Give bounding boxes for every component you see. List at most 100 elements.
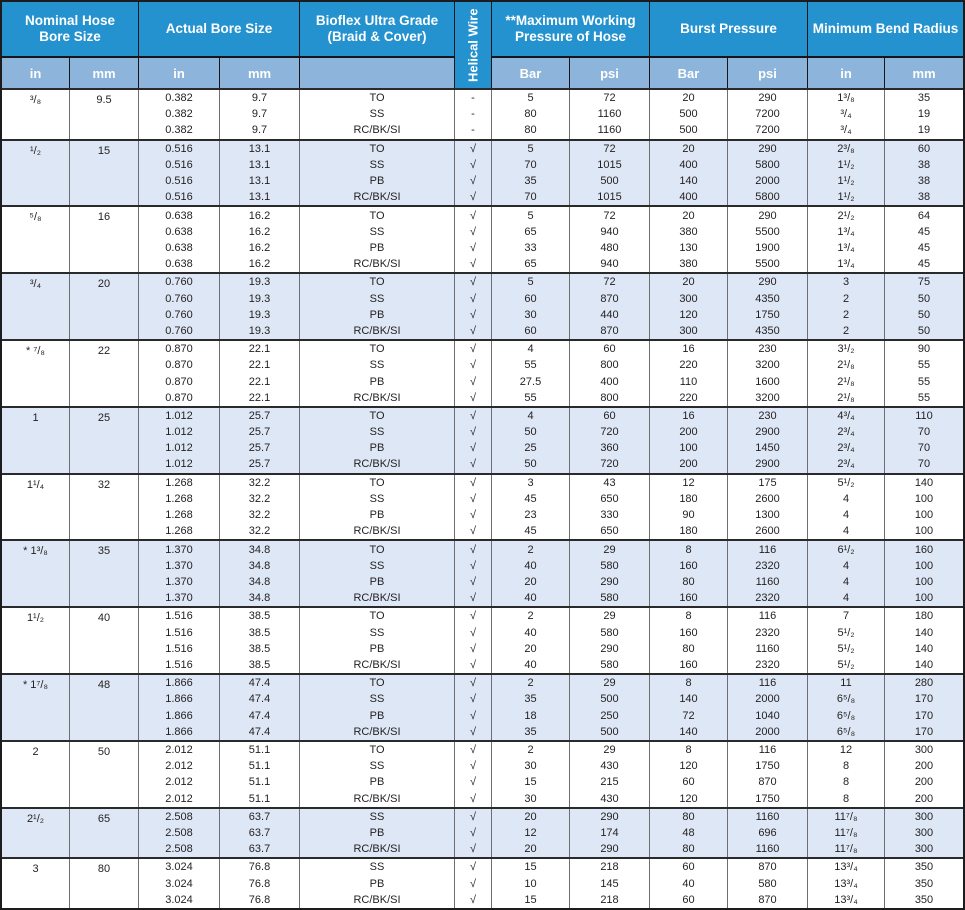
cell-value: 800 xyxy=(600,391,619,404)
cell-value: 1.370 xyxy=(165,559,193,572)
cell-value: √ xyxy=(469,142,477,155)
cell-value: 2¹/₈ xyxy=(837,375,855,388)
cell-min-bend-radius-in: 2¹/₂ 1³/₄ 1³/₄ 1³/₄ xyxy=(808,207,885,273)
cell-value: 40 xyxy=(682,877,695,890)
cell-max-working-pressure-bar: 2 30 15 30 xyxy=(492,741,570,807)
cell-value: 1015 xyxy=(597,191,622,204)
table-row-group: 3 80 3.024 3.024 3.024 76.8 76.8 76.8 SS PB RC/BK/… xyxy=(2,857,963,908)
cell-value: 30 xyxy=(524,308,537,321)
cell-nominal-bore-mm: 16 xyxy=(70,207,139,273)
cell-actual-bore-mm: 16.2 16.2 16.2 16.2 xyxy=(220,207,300,273)
cell-nominal-bore-in: 2 xyxy=(2,741,70,807)
cell-value: 29 xyxy=(603,744,616,757)
subheader-mwp-psi: psi xyxy=(570,56,650,88)
cell-nominal-bore-mm: 25 xyxy=(70,407,139,473)
cell-value: 1¹/₂ xyxy=(837,191,855,204)
cell-value: RC/BK/SI xyxy=(353,258,401,271)
cell-value: 290 xyxy=(600,843,619,856)
cell-bioflex-grade: TO SS PB RC/BK/SI xyxy=(300,608,455,674)
cell-value: 60 xyxy=(524,324,537,337)
cell-value: 40 xyxy=(524,592,537,605)
cell-value: 380 xyxy=(679,258,698,271)
cell-value: 63.7 xyxy=(248,810,271,823)
cell-value: 800 xyxy=(600,359,619,372)
cell-value: √ xyxy=(469,760,477,773)
cell-value: RC/BK/SI xyxy=(353,324,401,337)
cell-value: 4 xyxy=(842,525,850,538)
cell-burst-pressure-bar: 80 48 80 xyxy=(650,808,728,858)
cell-value: 0.382 xyxy=(165,92,193,105)
cell-value: 1160 xyxy=(597,124,622,137)
cell-value: 580 xyxy=(758,877,777,890)
cell-value: 940 xyxy=(600,258,619,271)
cell-value: 20 xyxy=(682,276,695,289)
cell-value: PB xyxy=(369,776,385,789)
cell-value: √ xyxy=(469,292,477,305)
cell-value: 76.8 xyxy=(248,861,271,874)
cell-value: 0.760 xyxy=(165,308,193,321)
cell-value: 140 xyxy=(914,642,934,655)
cell-value: 63.7 xyxy=(248,827,271,840)
cell-value: TO xyxy=(369,744,385,757)
cell-actual-bore-mm: 9.7 9.7 9.7 xyxy=(220,90,300,139)
cell-helical-wire: √ √ √ √ xyxy=(455,541,492,607)
cell-value: 1750 xyxy=(755,308,780,321)
cell-value: PB xyxy=(369,709,385,722)
cell-value: 25 xyxy=(524,442,537,455)
cell-value: 11⁷/₈ xyxy=(834,843,858,856)
cell-value: 2¹/₈ xyxy=(837,391,855,404)
cell-value: 4 xyxy=(842,492,850,505)
cell-value: 8 xyxy=(685,677,692,690)
cell-burst-pressure-psi: 1160 696 1160 xyxy=(728,808,808,858)
cell-value: RC/BK/SI xyxy=(353,391,401,404)
cell-value: * 1⁷/₈ xyxy=(22,679,49,692)
header-max-working-pressure: **Maximum Working Pressure of Hose xyxy=(492,2,650,56)
cell-helical-wire: √ √ √ √ xyxy=(455,608,492,674)
cell-value: 1.370 xyxy=(165,592,193,605)
cell-nominal-bore-mm: 32 xyxy=(70,474,139,540)
cell-value: 8 xyxy=(685,610,692,623)
header-helical-wire: Helical Wire xyxy=(455,2,492,88)
cell-value: √ xyxy=(469,642,477,655)
cell-value: 13.1 xyxy=(248,191,271,204)
cell-nominal-bore-in: * ⁷/₈ xyxy=(2,341,70,406)
cell-value: 174 xyxy=(600,827,619,840)
cell-value: 47.4 xyxy=(248,709,271,722)
cell-value: 1.012 xyxy=(165,442,193,455)
cell-actual-bore-in: 0.760 0.760 0.760 0.760 xyxy=(139,274,220,340)
cell-value: 50 xyxy=(524,458,537,471)
cell-value: √ xyxy=(469,509,477,522)
cell-nominal-bore-in: ⁵/₈ xyxy=(2,207,70,273)
cell-value: 0.516 xyxy=(165,142,193,155)
cell-value: 70 xyxy=(917,458,931,471)
cell-min-bend-radius-mm: 300 300 300 xyxy=(885,809,963,858)
cell-value: 7200 xyxy=(755,124,780,137)
cell-value: 100 xyxy=(914,509,934,522)
cell-actual-bore-in: 2.012 2.012 2.012 2.012 xyxy=(139,741,220,807)
cell-value: PB xyxy=(369,442,385,455)
cell-value: 55 xyxy=(917,359,931,372)
cell-min-bend-radius-mm: 35 19 19 xyxy=(885,90,963,139)
cell-value: 1300 xyxy=(755,509,780,522)
cell-value: 15 xyxy=(524,893,537,906)
cell-value: 40 xyxy=(524,658,537,671)
subheader-actual-in: in xyxy=(139,56,220,88)
cell-value: 16 xyxy=(682,410,695,423)
cell-value: 51.1 xyxy=(248,760,271,773)
cell-value: 218 xyxy=(600,861,619,874)
cell-max-working-pressure-bar: 20 12 20 xyxy=(492,808,570,858)
cell-value: 110 xyxy=(679,375,698,388)
cell-value: 0.760 xyxy=(165,292,193,305)
cell-value: 80 xyxy=(682,810,695,823)
cell-value: √ xyxy=(469,375,477,388)
cell-value: 300 xyxy=(914,843,934,856)
cell-value: 1.370 xyxy=(165,575,193,588)
cell-min-bend-radius-mm: 180 140 140 140 xyxy=(885,608,963,673)
cell-value: 38.5 xyxy=(248,626,271,639)
cell-value: 32.2 xyxy=(248,476,271,489)
cell-value: 250 xyxy=(600,709,619,722)
cell-actual-bore-in: 3.024 3.024 3.024 xyxy=(139,859,220,908)
cell-value: 870 xyxy=(758,861,777,874)
cell-value: 360 xyxy=(600,442,619,455)
cell-value: 940 xyxy=(600,225,619,238)
